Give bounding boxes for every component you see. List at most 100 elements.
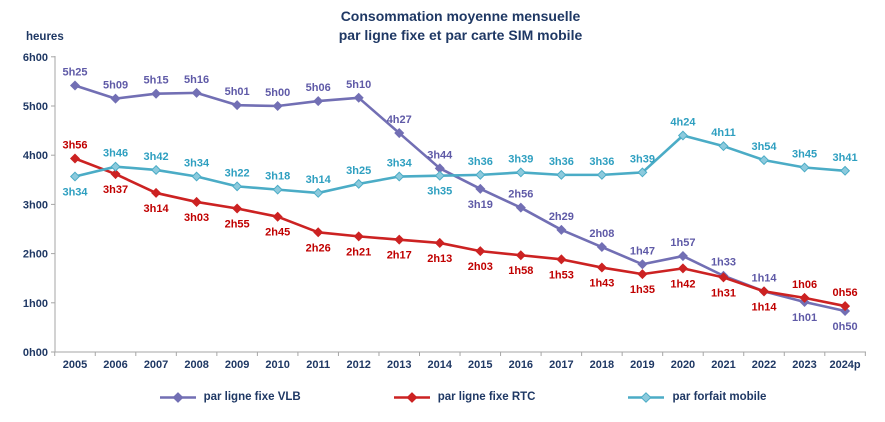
data-label-forfait-mobile: 3h18 — [265, 171, 290, 183]
data-point-ligne-fixe-vlb — [677, 251, 688, 262]
data-point-forfait-mobile — [394, 171, 405, 182]
data-label-ligne-fixe-vlb: 5h16 — [184, 74, 209, 86]
data-point-ligne-fixe-rtc — [759, 286, 770, 297]
data-label-ligne-fixe-rtc: 1h31 — [711, 287, 736, 299]
data-point-forfait-mobile — [353, 178, 364, 189]
data-label-ligne-fixe-rtc: 3h14 — [144, 203, 170, 215]
data-label-ligne-fixe-vlb: 0h50 — [833, 321, 858, 333]
data-point-ligne-fixe-rtc — [637, 269, 648, 280]
x-tick-label: 2023 — [792, 359, 816, 371]
x-tick-label: 2019 — [630, 359, 654, 371]
data-point-ligne-fixe-vlb — [637, 259, 648, 270]
x-tick-label: 2010 — [265, 359, 289, 371]
data-label-ligne-fixe-vlb: 5h10 — [346, 79, 371, 91]
data-label-ligne-fixe-rtc: 2h17 — [387, 250, 412, 262]
data-label-ligne-fixe-rtc: 2h13 — [427, 253, 452, 265]
data-label-ligne-fixe-rtc: 1h58 — [508, 265, 533, 277]
data-label-ligne-fixe-vlb: 2h56 — [508, 189, 533, 201]
data-point-forfait-mobile — [799, 162, 810, 173]
data-point-ligne-fixe-vlb — [272, 100, 283, 112]
data-label-forfait-mobile: 3h35 — [427, 186, 452, 198]
data-point-ligne-fixe-rtc — [840, 301, 851, 312]
x-tick-label: 2018 — [590, 359, 614, 371]
x-tick-label: 2020 — [671, 359, 695, 371]
data-point-forfait-mobile — [313, 187, 324, 198]
data-point-ligne-fixe-rtc — [718, 272, 729, 283]
data-label-forfait-mobile: 3h36 — [549, 156, 574, 168]
data-point-ligne-fixe-vlb — [515, 202, 526, 213]
legend-marker-vlb-icon — [159, 391, 196, 403]
data-point-forfait-mobile — [434, 170, 445, 181]
data-point-ligne-fixe-vlb — [110, 93, 121, 104]
data-point-forfait-mobile — [232, 181, 243, 192]
x-tick-label: 2011 — [306, 359, 330, 371]
data-label-forfait-mobile: 3h36 — [589, 156, 614, 168]
data-point-forfait-mobile — [69, 171, 81, 182]
data-point-ligne-fixe-rtc — [151, 187, 162, 198]
data-label-forfait-mobile: 3h25 — [346, 165, 371, 177]
y-tick-label: 1h00 — [23, 298, 48, 310]
data-point-ligne-fixe-rtc — [596, 262, 607, 273]
data-label-ligne-fixe-rtc: 2h26 — [306, 242, 331, 254]
data-point-ligne-fixe-rtc — [515, 250, 526, 261]
x-tick-label: 2017 — [549, 359, 573, 371]
legend-marker-rtc-icon — [393, 391, 430, 403]
data-label-forfait-mobile: 3h54 — [751, 141, 777, 153]
chart-title-line1: Consommation moyenne mensuelle — [340, 8, 581, 24]
chart-title: Consommation moyenne mensuelle par ligne… — [0, 7, 885, 45]
data-label-ligne-fixe-vlb: 1h33 — [711, 257, 736, 269]
chart-title-line2: par ligne fixe et par carte SIM mobile — [338, 27, 583, 43]
data-point-ligne-fixe-rtc — [799, 292, 810, 303]
data-label-ligne-fixe-vlb: 5h15 — [144, 75, 169, 87]
data-label-ligne-fixe-rtc: 2h03 — [468, 261, 493, 273]
data-label-forfait-mobile: 3h39 — [508, 153, 533, 165]
data-point-ligne-fixe-vlb — [69, 80, 81, 91]
data-point-forfait-mobile — [637, 167, 648, 178]
data-point-forfait-mobile — [151, 164, 162, 175]
x-tick-label: 2009 — [225, 359, 249, 371]
x-tick-label: 2024p — [829, 359, 860, 371]
y-axis-unit-label: heures — [26, 31, 64, 43]
data-label-ligne-fixe-vlb: 1h57 — [670, 237, 695, 249]
x-tick-label: 2005 — [63, 359, 87, 371]
data-label-forfait-mobile: 4h24 — [670, 117, 696, 129]
data-point-ligne-fixe-rtc — [556, 254, 567, 265]
data-label-ligne-fixe-rtc: 1h53 — [549, 269, 574, 281]
data-point-ligne-fixe-vlb — [475, 183, 486, 194]
data-label-ligne-fixe-rtc: 3h56 — [62, 139, 87, 151]
data-label-forfait-mobile: 3h41 — [833, 152, 858, 164]
data-label-ligne-fixe-vlb: 5h01 — [225, 86, 250, 98]
data-label-ligne-fixe-rtc: 2h55 — [225, 219, 250, 231]
legend-label-vlb: par ligne fixe VLB — [203, 391, 301, 403]
data-label-forfait-mobile: 3h34 — [184, 158, 210, 170]
data-point-ligne-fixe-rtc — [69, 153, 81, 164]
series-line-ligne-fixe-vlb — [74, 84, 846, 313]
x-tick-label: 2013 — [387, 359, 411, 371]
data-point-ligne-fixe-vlb — [232, 100, 243, 111]
data-label-ligne-fixe-vlb: 5h25 — [62, 67, 87, 79]
legend-item-ligne-fixe-rtc: par ligne fixe RTC — [393, 391, 536, 403]
data-point-ligne-fixe-rtc — [272, 211, 283, 222]
x-tick-label: 2016 — [509, 359, 533, 371]
data-point-ligne-fixe-vlb — [596, 242, 607, 253]
legend-marker-mobile-icon — [628, 391, 665, 403]
data-point-ligne-fixe-vlb — [151, 88, 162, 99]
data-point-ligne-fixe-rtc — [434, 237, 445, 248]
y-tick-label: 0h00 — [23, 347, 48, 359]
data-label-forfait-mobile: 4h11 — [711, 127, 735, 139]
data-point-forfait-mobile — [677, 130, 688, 141]
data-point-ligne-fixe-rtc — [353, 231, 364, 242]
x-tick-label: 2022 — [752, 359, 776, 371]
data-point-forfait-mobile — [759, 155, 770, 166]
data-label-ligne-fixe-rtc: 1h35 — [630, 284, 655, 296]
data-label-forfait-mobile: 3h14 — [306, 174, 332, 186]
y-tick-label: 3h00 — [23, 199, 48, 211]
data-point-ligne-fixe-rtc — [232, 203, 243, 214]
legend-label-rtc: par ligne fixe RTC — [437, 391, 536, 403]
x-tick-label: 2006 — [103, 359, 127, 371]
y-tick-label: 2h00 — [23, 249, 48, 261]
data-label-forfait-mobile: 3h34 — [62, 187, 88, 199]
data-point-forfait-mobile — [718, 141, 729, 152]
